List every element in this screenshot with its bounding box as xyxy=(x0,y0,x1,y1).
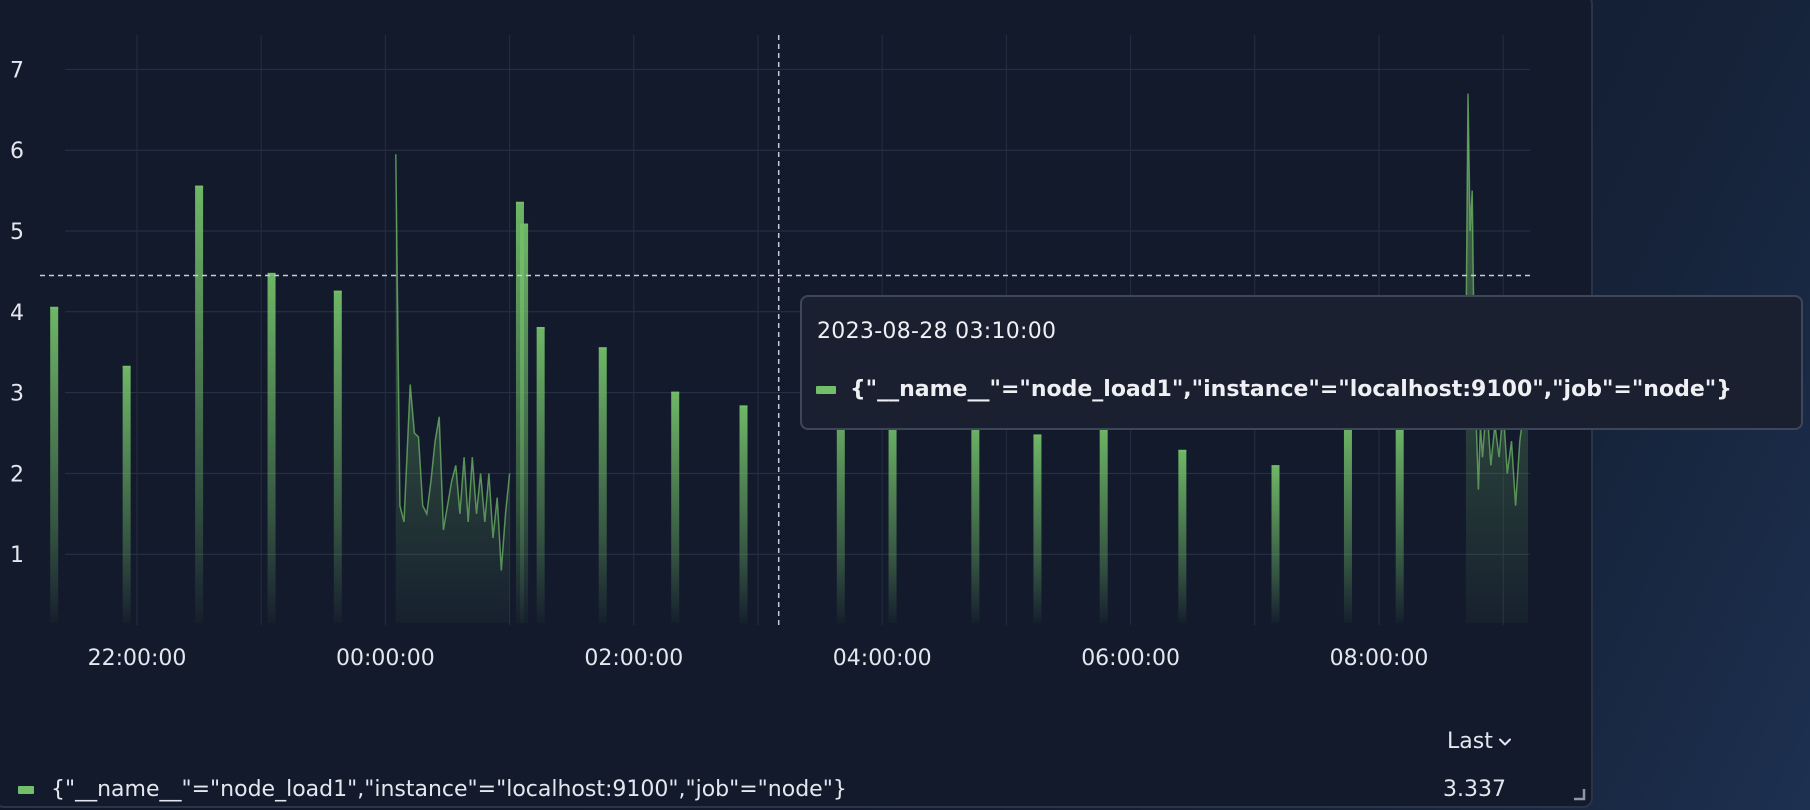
grid-lines xyxy=(65,35,1530,625)
series-spike xyxy=(1099,424,1108,623)
series-spike xyxy=(1271,466,1280,623)
legend-series-label: {"__name__"="node_load1","instance"="loc… xyxy=(51,777,847,802)
y-tick-label: 4 xyxy=(10,301,24,326)
series-node-load1 xyxy=(50,93,1529,624)
resize-handle-icon[interactable] xyxy=(1572,787,1586,801)
x-tick-label: 06:00:00 xyxy=(1081,646,1180,671)
series-spike xyxy=(1178,450,1187,623)
hover-tooltip: 2023-08-28 03:10:00 {"__name__"="node_lo… xyxy=(800,295,1803,430)
series-spike xyxy=(536,327,545,623)
series-spike xyxy=(1395,424,1404,623)
tooltip-time: 2023-08-28 03:10:00 xyxy=(817,319,1057,344)
y-tick-label: 5 xyxy=(10,220,24,245)
series-burst-area xyxy=(1465,93,1529,624)
y-tick-label: 7 xyxy=(10,58,24,83)
series-spike xyxy=(971,420,980,623)
y-axis: 1 2 3 4 5 6 7 xyxy=(10,58,24,568)
legend-series-item[interactable]: {"__name__"="node_load1","instance"="loc… xyxy=(18,777,847,802)
series-spike xyxy=(739,406,748,623)
x-tick-label: 08:00:00 xyxy=(1330,646,1429,671)
legend-sort-last[interactable]: Last xyxy=(1447,729,1513,754)
tooltip-series-label: {"__name__"="node_load1","instance"="loc… xyxy=(850,377,1732,402)
x-axis: 22:00:00 00:00:00 02:00:00 04:00:00 06:00:00… xyxy=(88,646,1429,671)
x-tick-label: 04:00:00 xyxy=(833,646,932,671)
series-spike xyxy=(836,400,845,623)
legend-series-last-value: 3.337 xyxy=(1443,777,1506,802)
series-spike xyxy=(50,307,59,623)
y-tick-label: 1 xyxy=(10,543,24,568)
tooltip-series-row: {"__name__"="node_load1","instance"="loc… xyxy=(816,377,1732,402)
series-spike xyxy=(333,291,342,623)
series-spike xyxy=(515,202,524,623)
tooltip-series-swatch xyxy=(816,385,836,394)
x-tick-label: 00:00:00 xyxy=(336,646,435,671)
series-burst-line xyxy=(395,154,511,571)
legend-column-header: Last xyxy=(1447,729,1493,754)
series-burst-area xyxy=(395,154,510,623)
chevron-down-icon xyxy=(1498,738,1511,745)
x-tick-label: 22:00:00 xyxy=(88,646,187,671)
series-spike xyxy=(1343,420,1352,623)
series-spike xyxy=(195,186,204,623)
series-spike xyxy=(267,273,276,623)
x-tick-label: 02:00:00 xyxy=(584,646,683,671)
series-spike xyxy=(888,416,897,623)
legend-series-swatch xyxy=(18,785,34,794)
series-spike xyxy=(671,392,680,623)
y-tick-label: 2 xyxy=(10,462,24,487)
y-tick-label: 3 xyxy=(10,382,24,407)
series-spike xyxy=(520,224,529,623)
series-spike xyxy=(1033,435,1042,623)
series-burst-line xyxy=(1465,93,1529,506)
y-tick-label: 6 xyxy=(10,139,24,164)
series-spike xyxy=(598,348,607,623)
series-spike xyxy=(122,366,131,623)
